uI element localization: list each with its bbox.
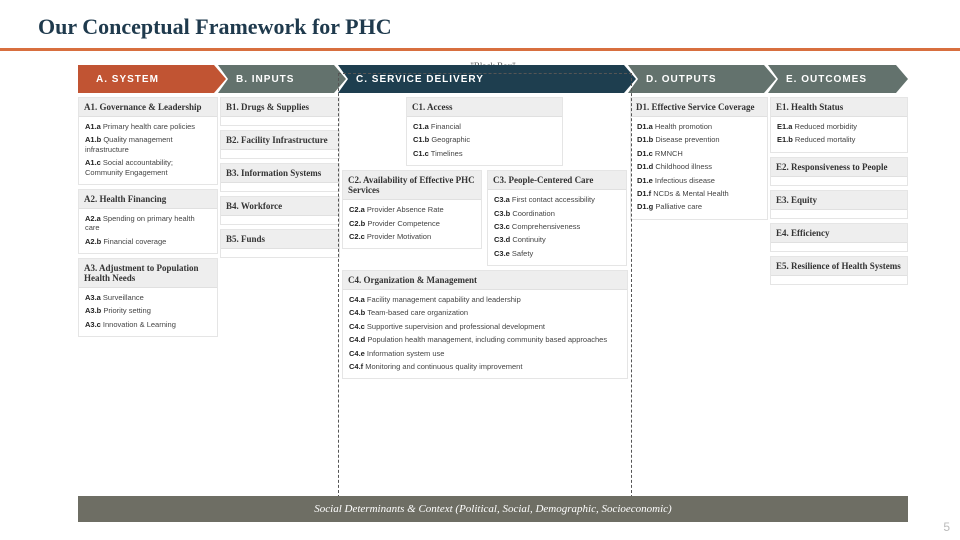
card-header: E4. Efficiency	[771, 224, 907, 243]
column-D: D1. Effective Service Coverage D1.a Heal…	[630, 97, 768, 224]
card-header: A1. Governance & Leadership	[79, 98, 217, 117]
sub-A2.a: A2.a Spending on primary health care	[85, 212, 211, 235]
sub-D1.b: D1.b Disease prevention	[637, 133, 761, 146]
sub-E1.a: E1.a Reduced morbidity	[777, 120, 901, 133]
sub-C2.a: C2.a Provider Absence Rate	[349, 203, 475, 216]
card: C3. People-Centered Care C3.a First cont…	[487, 170, 627, 266]
sub-D1.g: D1.g Palliative care	[637, 200, 761, 213]
sub-C3.c: C3.c Comprehensiveness	[494, 220, 620, 233]
card-header: E2. Responsiveness to People	[771, 158, 907, 177]
card: E5. Resilience of Health Systems	[770, 256, 908, 285]
column-C: C1. Access C1.a FinancialC1.b Geographic…	[342, 97, 628, 383]
card: B2. Facility Infrastructure	[220, 130, 340, 159]
sub-A3.a: A3.a Surveillance	[85, 291, 211, 304]
card: A3. Adjustment to Population Health Need…	[78, 258, 218, 337]
card-header: B5. Funds	[221, 230, 339, 249]
card-header: A3. Adjustment to Population Health Need…	[79, 259, 217, 288]
card: E4. Efficiency	[770, 223, 908, 252]
card: C2. Availability of Effective PHC Servic…	[342, 170, 482, 249]
card-header: C4. Organization & Management	[343, 271, 627, 290]
sub-A1.a: A1.a Primary health care policies	[85, 120, 211, 133]
card-header: C2. Availability of Effective PHC Servic…	[343, 171, 481, 200]
sub-A3.b: A3.b Priority setting	[85, 304, 211, 317]
sub-C1.c: C1.c Timelines	[413, 147, 556, 160]
columns-area: A1. Governance & Leadership A1.a Primary…	[78, 97, 908, 507]
card: B5. Funds	[220, 229, 340, 258]
sub-D1.c: D1.c RMNCH	[637, 147, 761, 160]
header-D: D. OUTPUTS	[628, 65, 776, 93]
card: B1. Drugs & Supplies	[220, 97, 340, 126]
sub-A2.b: A2.b Financial coverage	[85, 235, 211, 248]
footer-text: Social Determinants & Context (Political…	[314, 503, 671, 515]
card: E3. Equity	[770, 190, 908, 219]
sub-D1.d: D1.d Childhood illness	[637, 160, 761, 173]
sub-A1.c: A1.c Social accountability; Community En…	[85, 156, 211, 179]
header-row: A. SYSTEMB. INPUTSC. SERVICE DELIVERYD. …	[78, 65, 908, 93]
header-A: A. SYSTEM	[78, 65, 226, 93]
header-E: E. OUTCOMES	[768, 65, 908, 93]
sub-C4.c: C4.c Supportive supervision and professi…	[349, 320, 621, 333]
sub-C3.d: C3.d Continuity	[494, 233, 620, 246]
card-header: C1. Access	[407, 98, 562, 117]
column-E: E1. Health Status E1.a Reduced morbidity…	[770, 97, 908, 289]
sub-D1.e: D1.e Infectious disease	[637, 174, 761, 187]
card-header: B2. Facility Infrastructure	[221, 131, 339, 150]
column-B: B1. Drugs & Supplies B2. Facility Infras…	[220, 97, 340, 262]
sub-D1.f: D1.f NCDs & Mental Health	[637, 187, 761, 200]
card: B4. Workforce	[220, 196, 340, 225]
card-header: E3. Equity	[771, 191, 907, 210]
sub-C4.e: C4.e Information system use	[349, 347, 621, 360]
card-header: B1. Drugs & Supplies	[221, 98, 339, 117]
sub-C4.b: C4.b Team-based care organization	[349, 306, 621, 319]
header-B: B. INPUTS	[218, 65, 346, 93]
card: E2. Responsiveness to People	[770, 157, 908, 186]
sub-C3.b: C3.b Coordination	[494, 207, 620, 220]
card: C1. Access C1.a FinancialC1.b Geographic…	[406, 97, 563, 166]
card-header: E1. Health Status	[771, 98, 907, 117]
title-underline	[0, 48, 960, 51]
card-header: D1. Effective Service Coverage	[631, 98, 767, 117]
card: A2. Health Financing A2.a Spending on pr…	[78, 189, 218, 254]
sub-C4.f: C4.f Monitoring and continuous quality i…	[349, 360, 621, 373]
sub-C3.e: C3.e Safety	[494, 247, 620, 260]
sub-C1.a: C1.a Financial	[413, 120, 556, 133]
sub-C1.b: C1.b Geographic	[413, 133, 556, 146]
framework-canvas: "Black Box" A. SYSTEMB. INPUTSC. SERVICE…	[78, 65, 908, 507]
card: C4. Organization & Management C4.a Facil…	[342, 270, 628, 379]
card-header: B4. Workforce	[221, 197, 339, 216]
sub-C3.a: C3.a First contact accessibility	[494, 193, 620, 206]
card-header: C3. People-Centered Care	[488, 171, 626, 190]
card: E1. Health Status E1.a Reduced morbidity…	[770, 97, 908, 153]
card: A1. Governance & Leadership A1.a Primary…	[78, 97, 218, 185]
sub-E1.b: E1.b Reduced mortality	[777, 133, 901, 146]
sub-C4.d: C4.d Population health management, inclu…	[349, 333, 621, 346]
header-C: C. SERVICE DELIVERY	[338, 65, 636, 93]
column-A: A1. Governance & Leadership A1.a Primary…	[78, 97, 218, 341]
page-title: Our Conceptual Framework for PHC	[0, 0, 960, 48]
sub-A3.c: A3.c Innovation & Learning	[85, 318, 211, 331]
sub-C2.b: C2.b Provider Competence	[349, 217, 475, 230]
sub-C2.c: C2.c Provider Motivation	[349, 230, 475, 243]
page-number: 5	[943, 520, 950, 534]
card-header: E5. Resilience of Health Systems	[771, 257, 907, 276]
sub-C4.a: C4.a Facility management capability and …	[349, 293, 621, 306]
card: B3. Information Systems	[220, 163, 340, 192]
card-header: A2. Health Financing	[79, 190, 217, 209]
sub-D1.a: D1.a Health promotion	[637, 120, 761, 133]
sub-A1.b: A1.b Quality management infrastructure	[85, 133, 211, 156]
card: D1. Effective Service Coverage D1.a Heal…	[630, 97, 768, 220]
footer-bar: Social Determinants & Context (Political…	[78, 496, 908, 522]
card-header: B3. Information Systems	[221, 164, 339, 183]
